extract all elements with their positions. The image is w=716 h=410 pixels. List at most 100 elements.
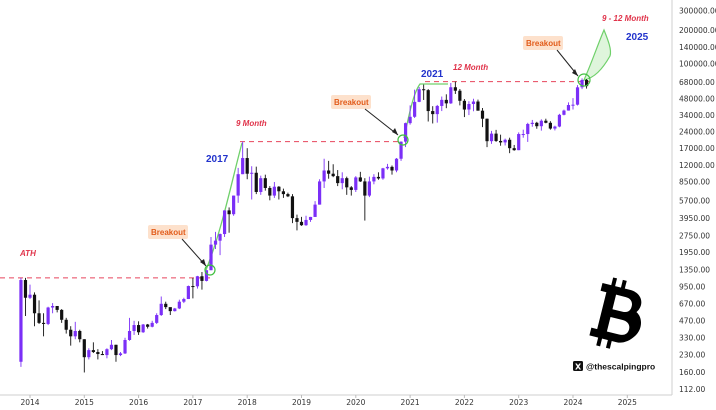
candle bbox=[327, 160, 331, 179]
candle-body bbox=[431, 111, 435, 115]
candle bbox=[462, 99, 466, 118]
candle bbox=[385, 163, 390, 170]
y-tick-label: 17000.00 bbox=[679, 144, 715, 153]
candle bbox=[100, 351, 104, 356]
candle bbox=[290, 194, 295, 224]
candle-body bbox=[322, 170, 326, 182]
candle-body bbox=[363, 181, 367, 196]
candle bbox=[195, 275, 200, 289]
candle-body bbox=[109, 344, 114, 350]
candle bbox=[96, 349, 100, 360]
candle-body bbox=[327, 170, 331, 174]
candle-body bbox=[413, 101, 417, 117]
candle-body bbox=[489, 133, 494, 142]
x-tick-label: 2020 bbox=[346, 398, 365, 407]
candle-body bbox=[417, 89, 421, 102]
candle-body bbox=[209, 244, 213, 271]
candle bbox=[182, 297, 186, 304]
candle-body bbox=[127, 330, 132, 340]
candle-body bbox=[372, 176, 376, 182]
candle bbox=[453, 81, 457, 94]
candle bbox=[254, 166, 258, 195]
candle-body bbox=[60, 309, 64, 320]
candle-body bbox=[553, 126, 557, 129]
candle-body bbox=[526, 123, 530, 135]
candle bbox=[471, 98, 476, 112]
candle bbox=[349, 186, 353, 196]
candle bbox=[173, 307, 177, 312]
candle bbox=[286, 192, 290, 198]
candle-body bbox=[200, 276, 204, 281]
x-tick-label: 2019 bbox=[292, 398, 311, 407]
candle-body bbox=[155, 315, 159, 323]
candle-body bbox=[245, 158, 249, 174]
candle bbox=[241, 141, 245, 175]
candle-body bbox=[173, 308, 177, 312]
candle-body bbox=[118, 353, 123, 356]
y-tick-label: 100000.00 bbox=[679, 59, 716, 68]
candle-body bbox=[544, 120, 548, 123]
candle bbox=[259, 175, 263, 195]
candle-body bbox=[182, 299, 186, 302]
candle bbox=[146, 323, 150, 329]
candle bbox=[281, 188, 285, 198]
candle bbox=[168, 307, 172, 316]
candle-body bbox=[476, 101, 480, 111]
nine-month-label: 9 Month bbox=[236, 119, 267, 128]
candle-body bbox=[499, 140, 503, 143]
candle-body bbox=[55, 305, 59, 310]
breakout-label-2024: Breakout bbox=[526, 39, 561, 48]
nine-twelve-month-label: 9 - 12 Month bbox=[602, 14, 649, 23]
candle bbox=[46, 306, 50, 326]
candle bbox=[28, 284, 32, 300]
candle bbox=[191, 277, 195, 299]
candle-body bbox=[96, 352, 100, 355]
candle bbox=[394, 158, 399, 173]
candle bbox=[141, 323, 145, 333]
candle bbox=[236, 167, 240, 203]
candle bbox=[539, 119, 543, 131]
x-tick-label: 2018 bbox=[238, 398, 257, 407]
candle-body bbox=[150, 322, 154, 327]
year-2017-label: 2017 bbox=[206, 154, 229, 165]
candle bbox=[503, 138, 507, 146]
candle-body bbox=[381, 168, 385, 179]
candle bbox=[566, 102, 571, 111]
y-tick-label: 12000.00 bbox=[679, 161, 715, 170]
candle-body bbox=[444, 99, 448, 104]
y-tick-label: 670.00 bbox=[679, 299, 705, 308]
candle bbox=[575, 85, 580, 106]
candle bbox=[489, 130, 494, 144]
candle bbox=[584, 79, 589, 89]
candle bbox=[245, 148, 249, 180]
candle bbox=[535, 121, 539, 129]
x-tick-label: 2014 bbox=[20, 398, 39, 407]
candle bbox=[530, 119, 534, 127]
candle bbox=[431, 106, 435, 124]
candle bbox=[480, 107, 485, 128]
year-2025-label: 2025 bbox=[626, 32, 649, 43]
y-tick-label: 48000.00 bbox=[679, 94, 715, 103]
y-tick-label: 112.00 bbox=[679, 385, 705, 394]
candle-body bbox=[304, 219, 308, 226]
candle bbox=[114, 344, 118, 362]
candle-body bbox=[318, 181, 322, 205]
candle bbox=[508, 137, 512, 154]
candle-body bbox=[557, 114, 562, 127]
candle-body bbox=[286, 194, 290, 197]
candle bbox=[435, 104, 439, 123]
candle-body bbox=[168, 307, 172, 312]
candle bbox=[526, 122, 530, 142]
candle-body bbox=[37, 313, 41, 323]
bitcoin-logo-icon bbox=[589, 277, 642, 349]
candle bbox=[494, 129, 498, 142]
candle bbox=[69, 326, 73, 346]
candle-body bbox=[349, 187, 353, 190]
candle bbox=[127, 317, 132, 341]
candle-body bbox=[241, 158, 245, 175]
y-tick-label: 8500.00 bbox=[679, 177, 710, 186]
candle-body bbox=[227, 210, 231, 215]
candle bbox=[295, 214, 299, 231]
candle-body bbox=[146, 324, 150, 327]
candle bbox=[82, 339, 86, 373]
